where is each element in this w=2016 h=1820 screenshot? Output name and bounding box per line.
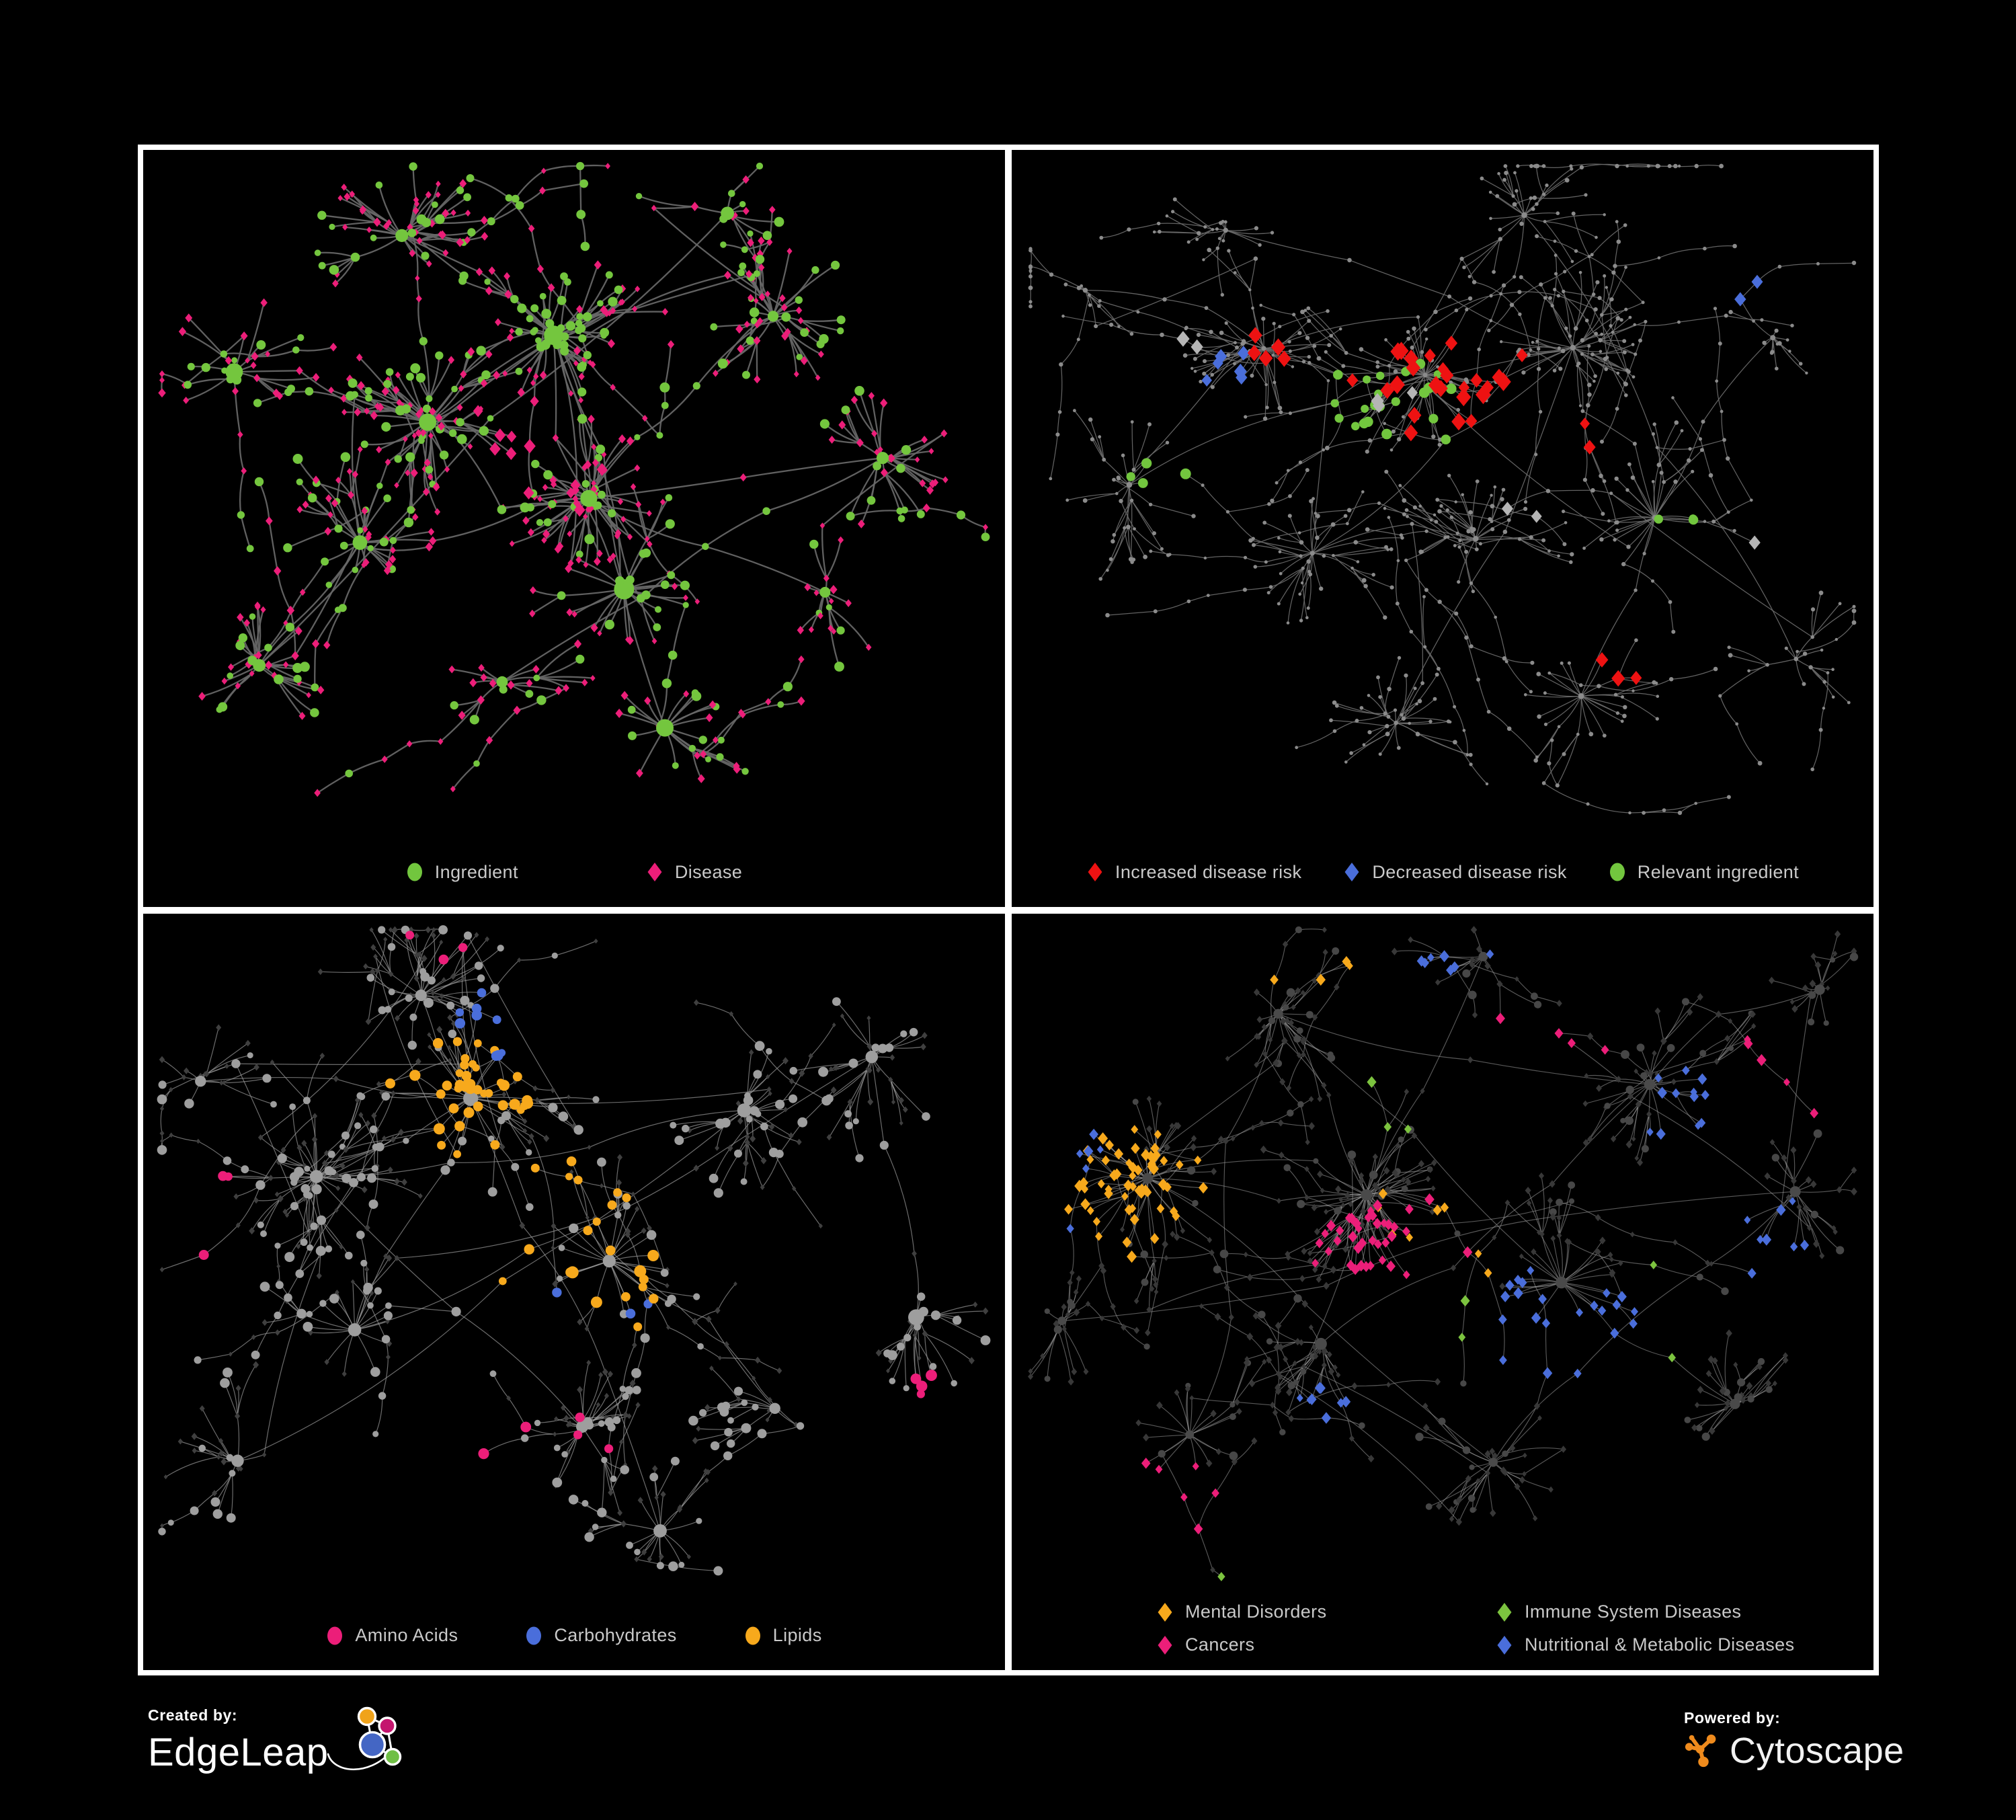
disease-risk-network-graph: [1028, 163, 1857, 816]
lipids-circle-icon: [745, 1626, 760, 1645]
decreased-risk-diamond-icon: [1344, 863, 1359, 881]
legend-ingredient-disease: Ingredient Disease: [143, 862, 1005, 883]
legend-item-amino-acids: Amino Acids: [326, 1625, 458, 1646]
created-by-label: Created by:: [148, 1706, 238, 1724]
ingredient-classes-network-graph: [157, 924, 991, 1575]
legend-item-nutritional-metabolic: Nutritional & Metabolic Diseases: [1496, 1634, 1794, 1655]
panel-ingredient-classes: Amino Acids Carbohydrates Lipids: [143, 913, 1005, 1670]
panel-disease-classes: Mental Disorders Immune System Diseases …: [1012, 913, 1873, 1670]
legend-label: Carbohydrates: [554, 1625, 677, 1645]
powered-by-block: Powered by: Cytoscape: [1684, 1709, 1904, 1772]
legend-item-relevant-ingredient: Relevant ingredient: [1609, 862, 1799, 883]
legend-disease-classes: Mental Disorders Immune System Diseases …: [1012, 1601, 1873, 1655]
cancers-diamond-icon: [1158, 1635, 1172, 1655]
edgeleap-wordmark: EdgeLeap: [148, 1730, 329, 1774]
legend-item-carbohydrates: Carbohydrates: [525, 1625, 676, 1646]
cytoscape-logo-icon: [1685, 1734, 1716, 1768]
panel-disease-risk: Increased disease risk Decreased disease…: [1012, 150, 1873, 907]
legend-item-mental-disorders: Mental Disorders: [1156, 1601, 1496, 1622]
cytoscape-wordmark: Cytoscape: [1730, 1731, 1904, 1771]
disease-classes-network-graph: [1028, 925, 1859, 1581]
disease-diamond-icon: [647, 863, 662, 881]
legend-label: Immune System Diseases: [1525, 1601, 1742, 1622]
legend-item-disease: Disease: [646, 862, 742, 883]
legend-label: Mental Disorders: [1185, 1601, 1327, 1622]
legend-item-lipids: Lipids: [744, 1625, 822, 1646]
carbohydrates-circle-icon: [526, 1626, 542, 1645]
legend-item-immune-system-diseases: Immune System Diseases: [1496, 1601, 1794, 1622]
created-by-block: Created by: EdgeLeap: [148, 1706, 413, 1781]
nutritional-metabolic-diamond-icon: [1497, 1635, 1512, 1655]
legend-label: Decreased disease risk: [1372, 861, 1567, 882]
legend-label: Nutritional & Metabolic Diseases: [1525, 1634, 1795, 1655]
panel-grid: Ingredient Disease Increased disease: [138, 145, 1879, 1675]
legend-ingredient-classes: Amino Acids Carbohydrates Lipids: [143, 1625, 1005, 1646]
figure-footer: Created by: EdgeLeap: [0, 1681, 2016, 1820]
increased-risk-diamond-icon: [1088, 863, 1102, 881]
legend-label: Relevant ingredient: [1637, 861, 1800, 882]
powered-by-label: Powered by:: [1684, 1709, 1781, 1727]
relevant-ingredient-circle-icon: [1609, 863, 1625, 881]
panel-ingredient-disease: Ingredient Disease: [143, 150, 1005, 907]
ingredient-disease-network-graph: [158, 161, 990, 797]
legend-label: Disease: [674, 861, 743, 882]
ingredient-circle-icon: [407, 863, 422, 881]
legend-label: Amino Acids: [355, 1625, 458, 1645]
legend-item-decreased-risk: Decreased disease risk: [1343, 862, 1566, 883]
edgeleap-logo-icon: [327, 1706, 402, 1771]
mental-disorders-diamond-icon: [1158, 1602, 1172, 1622]
legend-item-ingredient: Ingredient: [406, 862, 518, 883]
legend-item-increased-risk: Increased disease risk: [1086, 862, 1301, 883]
legend-label: Cancers: [1185, 1634, 1255, 1655]
immune-system-diamond-icon: [1497, 1602, 1512, 1622]
legend-label: Lipids: [772, 1625, 822, 1645]
legend-disease-risk: Increased disease risk Decreased disease…: [1012, 862, 1873, 883]
legend-label: Ingredient: [434, 861, 518, 882]
amino-acids-circle-icon: [327, 1626, 343, 1645]
legend-item-cancers: Cancers: [1156, 1634, 1496, 1655]
legend-label: Increased disease risk: [1115, 861, 1302, 882]
